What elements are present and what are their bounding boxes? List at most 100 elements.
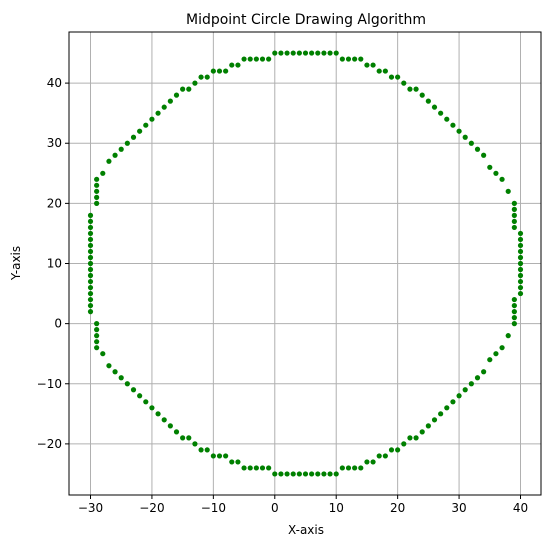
data-points (87, 50, 524, 477)
data-point (87, 242, 94, 249)
data-point (235, 62, 241, 68)
data-point (210, 68, 216, 74)
data-point (130, 134, 137, 140)
x-tick-label: −10 (201, 501, 226, 515)
data-point (161, 417, 167, 423)
y-tick-label: −20 (37, 437, 62, 451)
data-point (229, 459, 235, 465)
data-point (517, 290, 524, 297)
data-point (87, 260, 94, 267)
data-point (94, 339, 100, 345)
data-point (266, 465, 272, 471)
y-tick-label: 20 (47, 196, 62, 210)
data-point (94, 182, 100, 188)
data-point (438, 411, 444, 417)
data-point (192, 80, 198, 86)
data-point (173, 92, 180, 98)
data-point (376, 453, 382, 459)
data-point (216, 453, 223, 459)
data-point (511, 302, 517, 309)
data-point (511, 321, 517, 327)
data-point (87, 248, 94, 255)
data-point (517, 278, 524, 285)
data-point (364, 62, 370, 68)
data-point (296, 471, 302, 477)
data-point (149, 116, 155, 122)
x-tick-label: 40 (513, 501, 528, 515)
data-point (517, 260, 524, 267)
data-point (149, 405, 155, 411)
data-point (87, 212, 94, 218)
data-point (87, 266, 94, 273)
data-point (173, 429, 180, 435)
data-point (462, 134, 468, 140)
data-point (87, 302, 94, 309)
data-point (272, 471, 278, 477)
data-point (474, 375, 481, 381)
data-point (253, 465, 259, 471)
data-point (419, 92, 425, 98)
data-point (345, 465, 352, 471)
x-axis-ticks: −30 −20 −10 0 10 20 30 40 (78, 495, 528, 515)
data-point (143, 122, 149, 128)
data-point (290, 50, 296, 56)
data-point (376, 68, 382, 74)
data-point (278, 50, 284, 56)
data-point (517, 266, 524, 273)
x-tick-label: 10 (329, 501, 344, 515)
data-point (370, 459, 376, 465)
y-tick-label: 10 (47, 257, 62, 271)
data-point (167, 98, 173, 104)
data-point (309, 471, 315, 477)
data-point (481, 369, 487, 375)
data-point (339, 56, 345, 62)
data-point (100, 170, 106, 176)
data-point (450, 122, 456, 128)
data-point (87, 218, 94, 225)
data-point (517, 236, 524, 243)
data-point (241, 465, 247, 471)
data-point (493, 170, 499, 176)
data-point (137, 128, 143, 134)
data-point (413, 435, 419, 441)
data-point (284, 471, 290, 477)
data-point (407, 86, 413, 92)
data-point (413, 86, 419, 92)
data-point (198, 74, 204, 80)
data-point (499, 176, 505, 182)
data-point (333, 471, 339, 477)
data-point (401, 80, 407, 86)
data-point (388, 447, 395, 453)
data-point (487, 164, 493, 170)
data-point (87, 236, 94, 243)
data-point (493, 351, 499, 357)
data-point (94, 194, 100, 200)
data-point (87, 284, 94, 291)
data-point (517, 254, 524, 261)
data-point (401, 441, 407, 447)
data-point (444, 405, 450, 411)
data-point (450, 399, 456, 405)
y-tick-label: −10 (37, 377, 62, 391)
x-tick-label: 30 (451, 501, 466, 515)
data-point (87, 278, 94, 285)
data-point (223, 453, 229, 459)
data-point (87, 296, 94, 303)
data-point (431, 417, 438, 423)
data-point (517, 242, 524, 249)
data-point (456, 128, 462, 134)
data-point (235, 459, 241, 465)
x-tick-label: 20 (390, 501, 405, 515)
data-point (419, 429, 425, 435)
data-point (229, 62, 235, 68)
data-point (468, 381, 474, 387)
data-point (339, 465, 345, 471)
data-point (223, 68, 229, 74)
data-point (511, 309, 517, 315)
data-point (216, 68, 223, 74)
x-axis-label: X-axis (288, 523, 324, 537)
data-point (364, 459, 370, 465)
data-point (382, 453, 388, 459)
data-point (517, 272, 524, 279)
data-point (370, 62, 376, 68)
